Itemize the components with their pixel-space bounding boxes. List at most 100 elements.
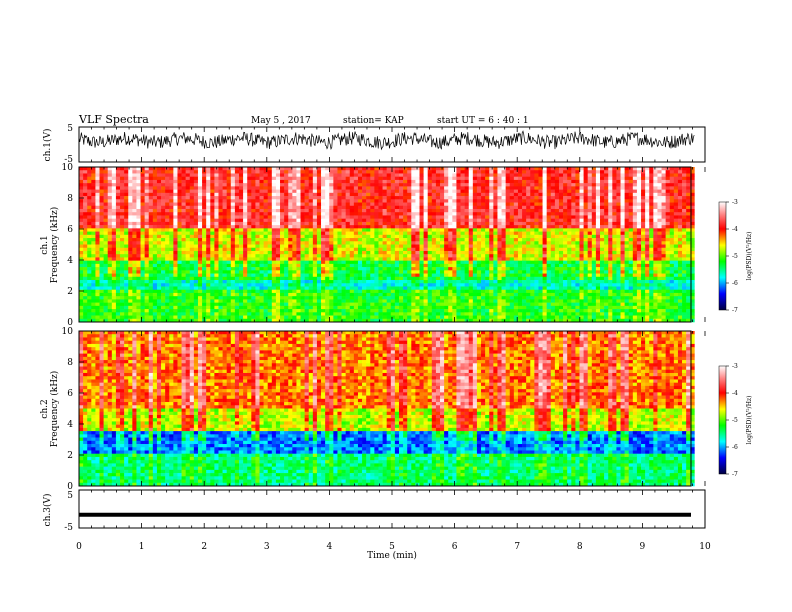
spectrogram-cell <box>583 208 588 213</box>
spectrogram-cell <box>632 250 638 255</box>
spectrogram-cell <box>604 221 609 226</box>
spectrogram-cell <box>591 260 597 265</box>
spectrogram-cell <box>460 176 465 181</box>
spectrogram-cell <box>148 225 154 229</box>
spectrogram-cell <box>288 208 293 213</box>
spectrogram-cell <box>247 270 252 274</box>
spectrogram-cell <box>563 215 568 219</box>
spectrogram-cell <box>665 183 671 187</box>
spectrogram-cell <box>665 196 671 200</box>
spectrogram-cell <box>489 260 494 265</box>
spectrogram-cell <box>132 250 137 255</box>
spectrogram-cell <box>628 225 634 229</box>
spectrogram-cell <box>595 267 601 271</box>
spectrogram-cell <box>431 202 437 207</box>
spectrogram-cell <box>152 218 158 223</box>
spectrogram-cell <box>181 205 186 210</box>
spectrogram-cell <box>185 257 191 261</box>
spectrogram-cell <box>419 263 424 268</box>
spectrogram-cell <box>665 270 671 274</box>
spectrogram-cell <box>156 250 162 255</box>
spectrogram-cell <box>107 260 113 265</box>
spectrogram-cell <box>682 244 687 249</box>
spectrogram-cell <box>144 212 150 216</box>
spectrogram-cell <box>161 241 166 245</box>
spectrogram-cell <box>567 215 572 219</box>
spectrogram-cell <box>349 212 355 216</box>
spectrogram-cell <box>673 250 679 255</box>
spectrogram-cell <box>472 186 478 190</box>
spectrogram-cell <box>300 263 305 268</box>
spectrogram-cell <box>538 231 543 236</box>
spectrogram-cell <box>185 267 191 271</box>
spectrogram-cell <box>403 167 408 171</box>
spectrogram-cell <box>690 238 695 242</box>
spectrogram-cell <box>128 186 133 190</box>
spectrogram-cell <box>649 215 654 219</box>
spectrogram-cell <box>288 254 293 258</box>
spectrogram-cell <box>79 263 84 268</box>
spectrogram-cell <box>321 260 326 265</box>
spectrogram-cell <box>210 260 215 265</box>
spectrogram-cell <box>649 205 654 210</box>
spectrogram-cell <box>238 270 244 274</box>
spectrogram-cell <box>156 218 162 223</box>
spectrogram-cell <box>329 183 334 187</box>
spectrogram-cell <box>271 208 277 213</box>
spectrogram-cell <box>657 257 662 261</box>
spectrogram-cell <box>431 231 437 236</box>
spectrogram-cell <box>517 186 523 190</box>
spectrogram-cell <box>79 225 84 229</box>
spectrogram-cell <box>489 267 494 271</box>
spectrogram-cell <box>251 238 256 242</box>
spectrogram-cell <box>558 183 564 187</box>
spectrogram-cell <box>120 202 125 207</box>
spectrogram-cell <box>337 167 342 171</box>
spectrogram-cell <box>481 196 486 200</box>
spectrogram-cell <box>173 183 178 187</box>
spectrogram-cell <box>448 244 453 249</box>
spectrogram-cell <box>645 176 650 181</box>
spectrogram-cell <box>226 212 232 216</box>
spectrogram-cell <box>234 189 240 194</box>
spectrogram-cell <box>534 241 539 245</box>
spectrogram-cell <box>177 176 182 181</box>
spectrogram-cell <box>169 179 174 184</box>
spectrogram-cell <box>673 192 679 197</box>
spectrogram-cell <box>653 179 658 184</box>
spectrogram-cell <box>415 270 420 274</box>
spectrogram-cell <box>628 215 634 219</box>
spectrogram-cell <box>148 179 154 184</box>
spectrogram-cell <box>612 186 617 190</box>
spectrogram-cell <box>304 215 310 219</box>
spectrogram-cell <box>312 260 318 265</box>
spectrogram-cell <box>382 196 387 200</box>
spectrogram-cell <box>690 257 695 261</box>
spectrogram-cell <box>111 199 117 203</box>
spectrogram-cell <box>325 231 330 236</box>
spectrogram-cell <box>247 241 252 245</box>
spectrogram-cell <box>366 205 371 210</box>
spectrogram-cell <box>390 179 396 184</box>
spectrogram-cell <box>99 208 104 213</box>
spectrogram-cell <box>312 263 318 268</box>
spectrogram-cell <box>161 221 166 226</box>
spectrogram-cell <box>107 238 113 242</box>
spectrogram-cell <box>197 212 203 216</box>
spectrogram-cell <box>292 234 297 239</box>
spectrogram-cell <box>304 225 310 229</box>
spectrogram-cell <box>571 199 576 203</box>
spectrogram-cell <box>604 208 609 213</box>
spectrogram-cell <box>624 221 630 226</box>
spectrogram-cell <box>407 250 412 255</box>
spectrogram-cell <box>522 225 527 229</box>
spectrogram-cell <box>300 179 305 184</box>
spectrogram-cell <box>214 215 219 219</box>
spectrogram-cell <box>542 221 547 226</box>
spectrogram-cell <box>481 244 486 249</box>
spectrogram-cell <box>308 179 314 184</box>
spectrogram-cell <box>128 205 133 210</box>
spectrogram-cell <box>554 267 560 271</box>
spectrogram-cell <box>226 202 232 207</box>
spectrogram-cell <box>485 173 490 177</box>
